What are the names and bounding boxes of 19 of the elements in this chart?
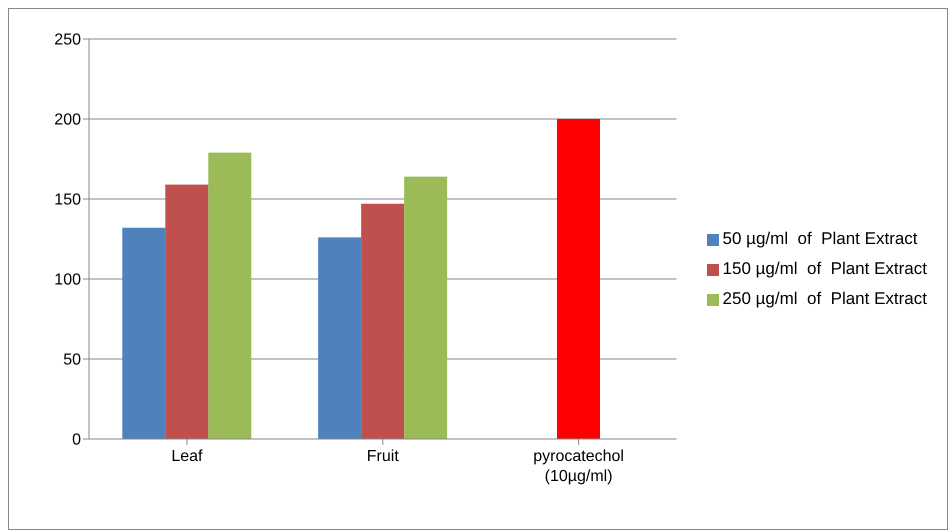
legend-label: 150 µg/ml of Plant Extract — [722, 259, 927, 278]
x-tick-label: Fruit — [366, 448, 400, 465]
y-tick-label: 200 — [54, 112, 82, 129]
bar — [165, 184, 208, 439]
y-tick-label: 50 — [63, 352, 82, 369]
y-tick-label: 0 — [72, 432, 82, 449]
bar — [208, 152, 252, 439]
x-tick-label: Leaf — [171, 448, 204, 465]
y-tick-label: 250 — [54, 32, 82, 49]
bar — [404, 176, 448, 439]
x-tick-label: pyrocatechol (10µg/ml) — [533, 448, 624, 485]
bar — [122, 228, 166, 439]
y-tick-label: 100 — [54, 272, 82, 289]
legend-label: 50 µg/ml of Plant Extract — [722, 229, 918, 248]
y-tick-label: 150 — [54, 192, 82, 209]
bar — [318, 237, 362, 439]
bar — [361, 204, 404, 439]
legend-label: 250 µg/ml of Plant Extract — [722, 289, 927, 308]
bar — [556, 119, 600, 439]
